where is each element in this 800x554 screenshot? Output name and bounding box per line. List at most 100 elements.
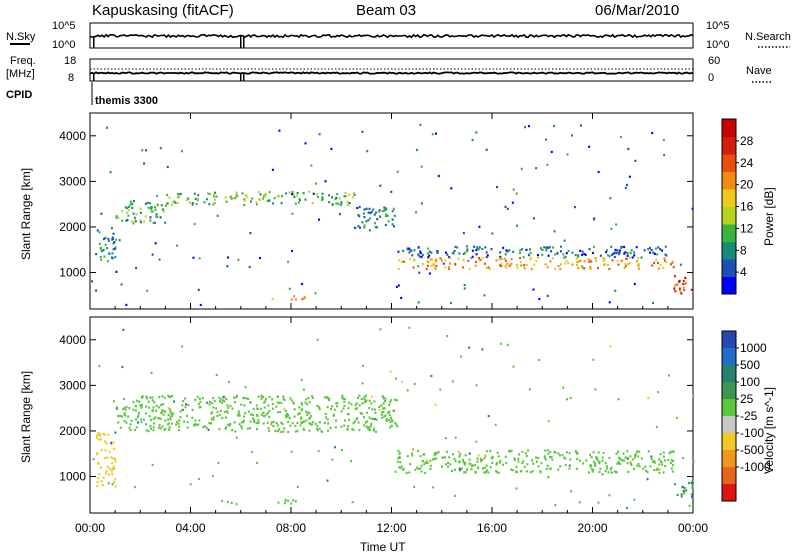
velocity-echo-cell bbox=[323, 396, 326, 399]
velocity-echo-cell bbox=[263, 415, 266, 418]
velocity-echo-cell bbox=[333, 446, 336, 449]
velocity-echo-cell bbox=[236, 394, 239, 397]
y-tick-label: 2000 bbox=[59, 424, 86, 438]
power-echo-cell bbox=[611, 259, 614, 262]
power-echo-cell bbox=[420, 165, 423, 168]
velocity-echo-cell bbox=[497, 455, 500, 458]
velocity-echo-cell bbox=[171, 394, 174, 398]
velocity-echo-cell bbox=[389, 416, 392, 419]
velocity-echo-cell bbox=[123, 412, 126, 415]
velocity-echo-cell bbox=[347, 413, 350, 416]
velocity-echo-cell bbox=[216, 410, 219, 414]
velocity-echo-cell bbox=[633, 454, 636, 457]
power-echo-cell bbox=[500, 263, 503, 266]
power-echo-cell bbox=[302, 192, 305, 195]
velocity-echo-cell bbox=[305, 410, 308, 413]
power-echo-cell bbox=[521, 248, 524, 251]
power-echo-cell bbox=[515, 263, 518, 267]
power-echo-cell bbox=[529, 252, 532, 255]
power-echo-cell bbox=[112, 232, 115, 235]
velocity-echo-cell bbox=[366, 420, 369, 423]
power-echo-cell bbox=[591, 251, 594, 255]
velocity-echo-cell bbox=[485, 450, 488, 453]
power-echo-cell bbox=[671, 260, 674, 264]
power-echo-cell bbox=[150, 210, 153, 213]
power-echo-cell bbox=[610, 227, 613, 230]
power-echo-cell bbox=[264, 193, 267, 196]
velocity-echo-cell bbox=[168, 408, 171, 411]
power-echo-cell bbox=[516, 224, 519, 227]
velocity-echo-cell bbox=[289, 397, 292, 400]
velocity-echo-cell bbox=[549, 467, 552, 470]
velocity-echo-cell bbox=[336, 405, 339, 408]
velocity-echo-cell bbox=[633, 498, 636, 501]
power-echo-cell bbox=[483, 262, 486, 265]
velocity-echo-cell bbox=[636, 464, 639, 467]
velocity-echo-cell bbox=[443, 456, 446, 459]
velocity-echo-cell bbox=[225, 426, 228, 429]
velocity-echo-cell bbox=[411, 454, 414, 457]
velocity-echo-cell bbox=[659, 460, 662, 463]
freq-label: Freq. bbox=[10, 55, 36, 67]
power-echo-cell bbox=[408, 251, 411, 254]
power-echo-cell bbox=[110, 227, 113, 230]
power-echo-cell bbox=[625, 183, 628, 187]
velocity-echo-cell bbox=[382, 395, 385, 398]
velocity-echo-cell bbox=[343, 424, 346, 427]
power-echo-cell bbox=[127, 214, 130, 217]
velocity-echo-cell bbox=[347, 425, 350, 428]
power-echo-cell bbox=[546, 294, 549, 297]
power-echo-cell bbox=[485, 148, 488, 151]
velocity-echo-cell bbox=[531, 459, 534, 462]
power-echo-cell bbox=[159, 147, 162, 150]
power-echo-cell bbox=[519, 256, 522, 260]
velocity-echo-cell bbox=[568, 464, 571, 467]
velocity-echo-cell bbox=[104, 440, 107, 443]
velocity-echo-cell bbox=[280, 401, 283, 404]
velocity-echo-cell bbox=[96, 480, 99, 484]
velocity-echo-cell bbox=[310, 414, 313, 418]
velocity-echo-cell bbox=[218, 396, 221, 399]
power-echo-cell bbox=[297, 201, 300, 204]
power-echo-cell bbox=[363, 212, 366, 215]
power-echo-cell bbox=[565, 252, 568, 255]
power-echo-cell bbox=[588, 145, 591, 148]
velocity-echo-cell bbox=[218, 413, 221, 416]
velocity-echo-cell bbox=[460, 355, 463, 358]
velocity-echo-cell bbox=[662, 451, 665, 454]
velocity-echo-cell bbox=[122, 328, 125, 331]
power-echo-cell bbox=[640, 256, 643, 259]
power-echo-cell bbox=[99, 255, 102, 258]
power-echo-cell bbox=[357, 213, 360, 217]
power-echo-cell bbox=[95, 289, 98, 292]
velocity-echo-cell bbox=[510, 468, 513, 471]
power-echo-cell bbox=[587, 258, 590, 261]
power-echo-cell bbox=[449, 262, 452, 265]
power-echo-cell bbox=[529, 258, 532, 261]
velocity-echo-cell bbox=[457, 460, 460, 464]
power-echo-cell bbox=[392, 207, 395, 210]
power-echo-cell bbox=[609, 197, 612, 200]
power-echo-cell bbox=[385, 213, 388, 216]
velocity-echo-cell bbox=[276, 424, 279, 427]
velocity-echo-cell bbox=[381, 416, 384, 419]
velocity-echo-cell bbox=[328, 397, 331, 400]
velocity-echo-cell bbox=[326, 429, 329, 432]
velocity-echo-cell bbox=[681, 486, 684, 489]
power-echo-cell bbox=[391, 223, 394, 226]
velocity-echo-cell bbox=[221, 401, 224, 404]
velocity-echo-cell bbox=[388, 413, 391, 417]
velocity-echo-cell bbox=[604, 461, 607, 465]
power-echo-cell bbox=[125, 206, 128, 210]
velocity-echo-cell bbox=[306, 403, 309, 406]
velocity-echo-cell bbox=[235, 503, 238, 506]
power-echo-cell bbox=[618, 249, 621, 252]
velocity-echo-cell bbox=[164, 419, 167, 422]
velocity-echo-cell bbox=[242, 415, 245, 418]
power-echo-cell bbox=[108, 252, 111, 255]
power-echo-cell bbox=[475, 253, 478, 256]
velocity-echo-cell bbox=[283, 427, 286, 430]
power-echo-cell bbox=[551, 246, 554, 249]
velocity-echo-cell bbox=[152, 426, 155, 429]
power-echo-cell bbox=[343, 195, 346, 198]
